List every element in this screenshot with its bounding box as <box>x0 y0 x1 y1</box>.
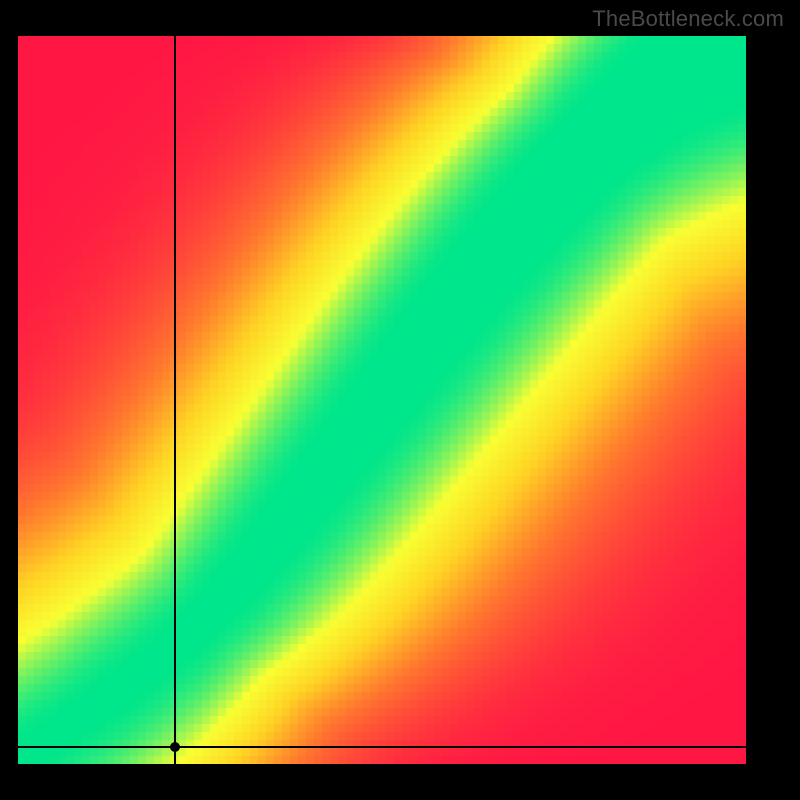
crosshair-marker <box>170 742 180 752</box>
watermark-text: TheBottleneck.com <box>592 6 784 32</box>
crosshair-horizontal <box>18 746 746 748</box>
plot-area <box>18 36 746 764</box>
plot-frame <box>0 36 800 800</box>
crosshair-vertical <box>174 36 176 764</box>
heatmap-canvas <box>18 36 746 764</box>
chart-container: TheBottleneck.com <box>0 0 800 800</box>
